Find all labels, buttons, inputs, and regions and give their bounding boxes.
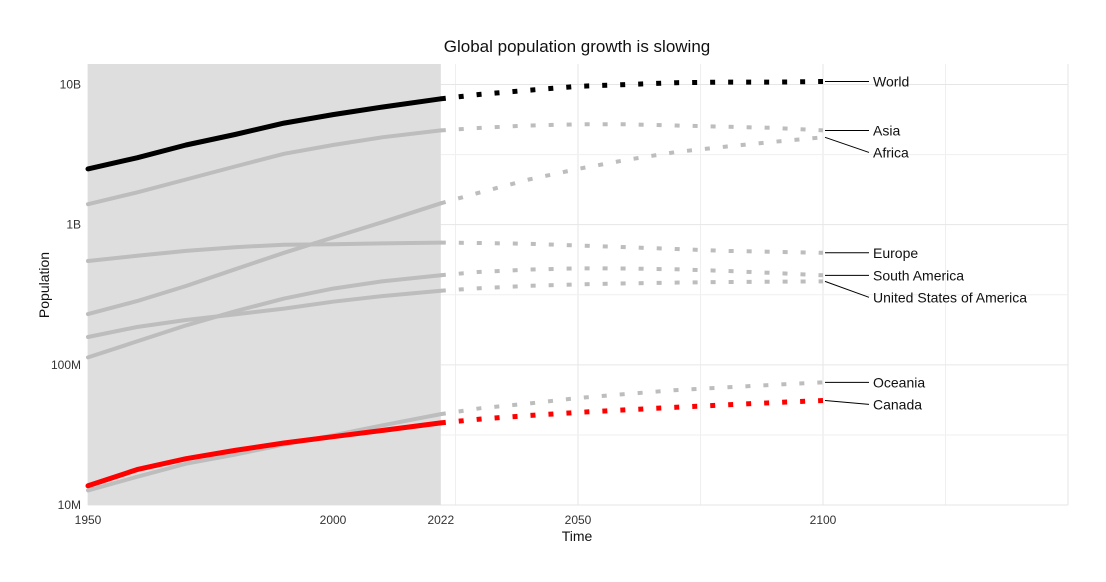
- series-africa-observed: [86, 201, 443, 317]
- series-oceania-observed: [86, 412, 443, 493]
- series-oceania-projection: [440, 380, 824, 417]
- tick-labels: 1950 2000 2022 2050 2100 10M 100M 1B 10B: [51, 77, 837, 527]
- x-tick-label: 2100: [810, 513, 837, 527]
- y-tick-label: 10M: [58, 498, 81, 512]
- series-world-observed: [85, 96, 444, 172]
- series-label-world: World: [873, 74, 909, 90]
- series-label-oceania: Oceania: [873, 374, 925, 390]
- chart-title: Global population growth is slowing: [444, 37, 711, 56]
- series-asia-observed: [86, 128, 443, 207]
- series-label-europe: Europe: [873, 245, 918, 261]
- x-tick-label: 2000: [320, 513, 347, 527]
- x-tick-label: 1950: [75, 513, 102, 527]
- series-canada-observed: [85, 420, 444, 489]
- series-labels: World Asia Africa Europe South America United…: [824, 74, 1027, 412]
- series-united-states-of-america-projection: [440, 279, 824, 293]
- y-tick-label: 10B: [60, 77, 81, 91]
- series-europe-observed: [86, 240, 443, 263]
- x-axis-label: Time: [562, 528, 593, 544]
- leader-line-canada: [824, 399, 870, 405]
- x-tick-label: 2050: [565, 513, 592, 527]
- x-tick-label: 2022: [427, 513, 454, 527]
- series-europe-projection: [440, 240, 824, 255]
- series-canada-projection: [440, 398, 824, 426]
- series-label-south-america: South America: [873, 267, 964, 283]
- y-tick-label: 1B: [66, 218, 81, 232]
- series-africa-projection: [440, 135, 824, 206]
- series-label-canada: Canada: [873, 396, 922, 412]
- series-label-asia: Asia: [873, 122, 900, 138]
- leader-line-united-states-of-america: [824, 280, 870, 298]
- series-united-states-of-america-observed: [86, 288, 443, 339]
- series-world-projection: [440, 79, 824, 102]
- series-south-america-observed: [86, 273, 443, 360]
- y-tick-label: 100M: [51, 358, 81, 372]
- series-label-africa: Africa: [873, 144, 909, 160]
- series-label-united-states-of-america: United States of America: [873, 289, 1027, 305]
- y-axis-label: Population: [36, 252, 52, 318]
- series-asia-projection: [440, 122, 824, 133]
- series-lines: [85, 79, 824, 493]
- series-south-america-projection: [440, 266, 824, 278]
- leader-line-africa: [824, 136, 870, 153]
